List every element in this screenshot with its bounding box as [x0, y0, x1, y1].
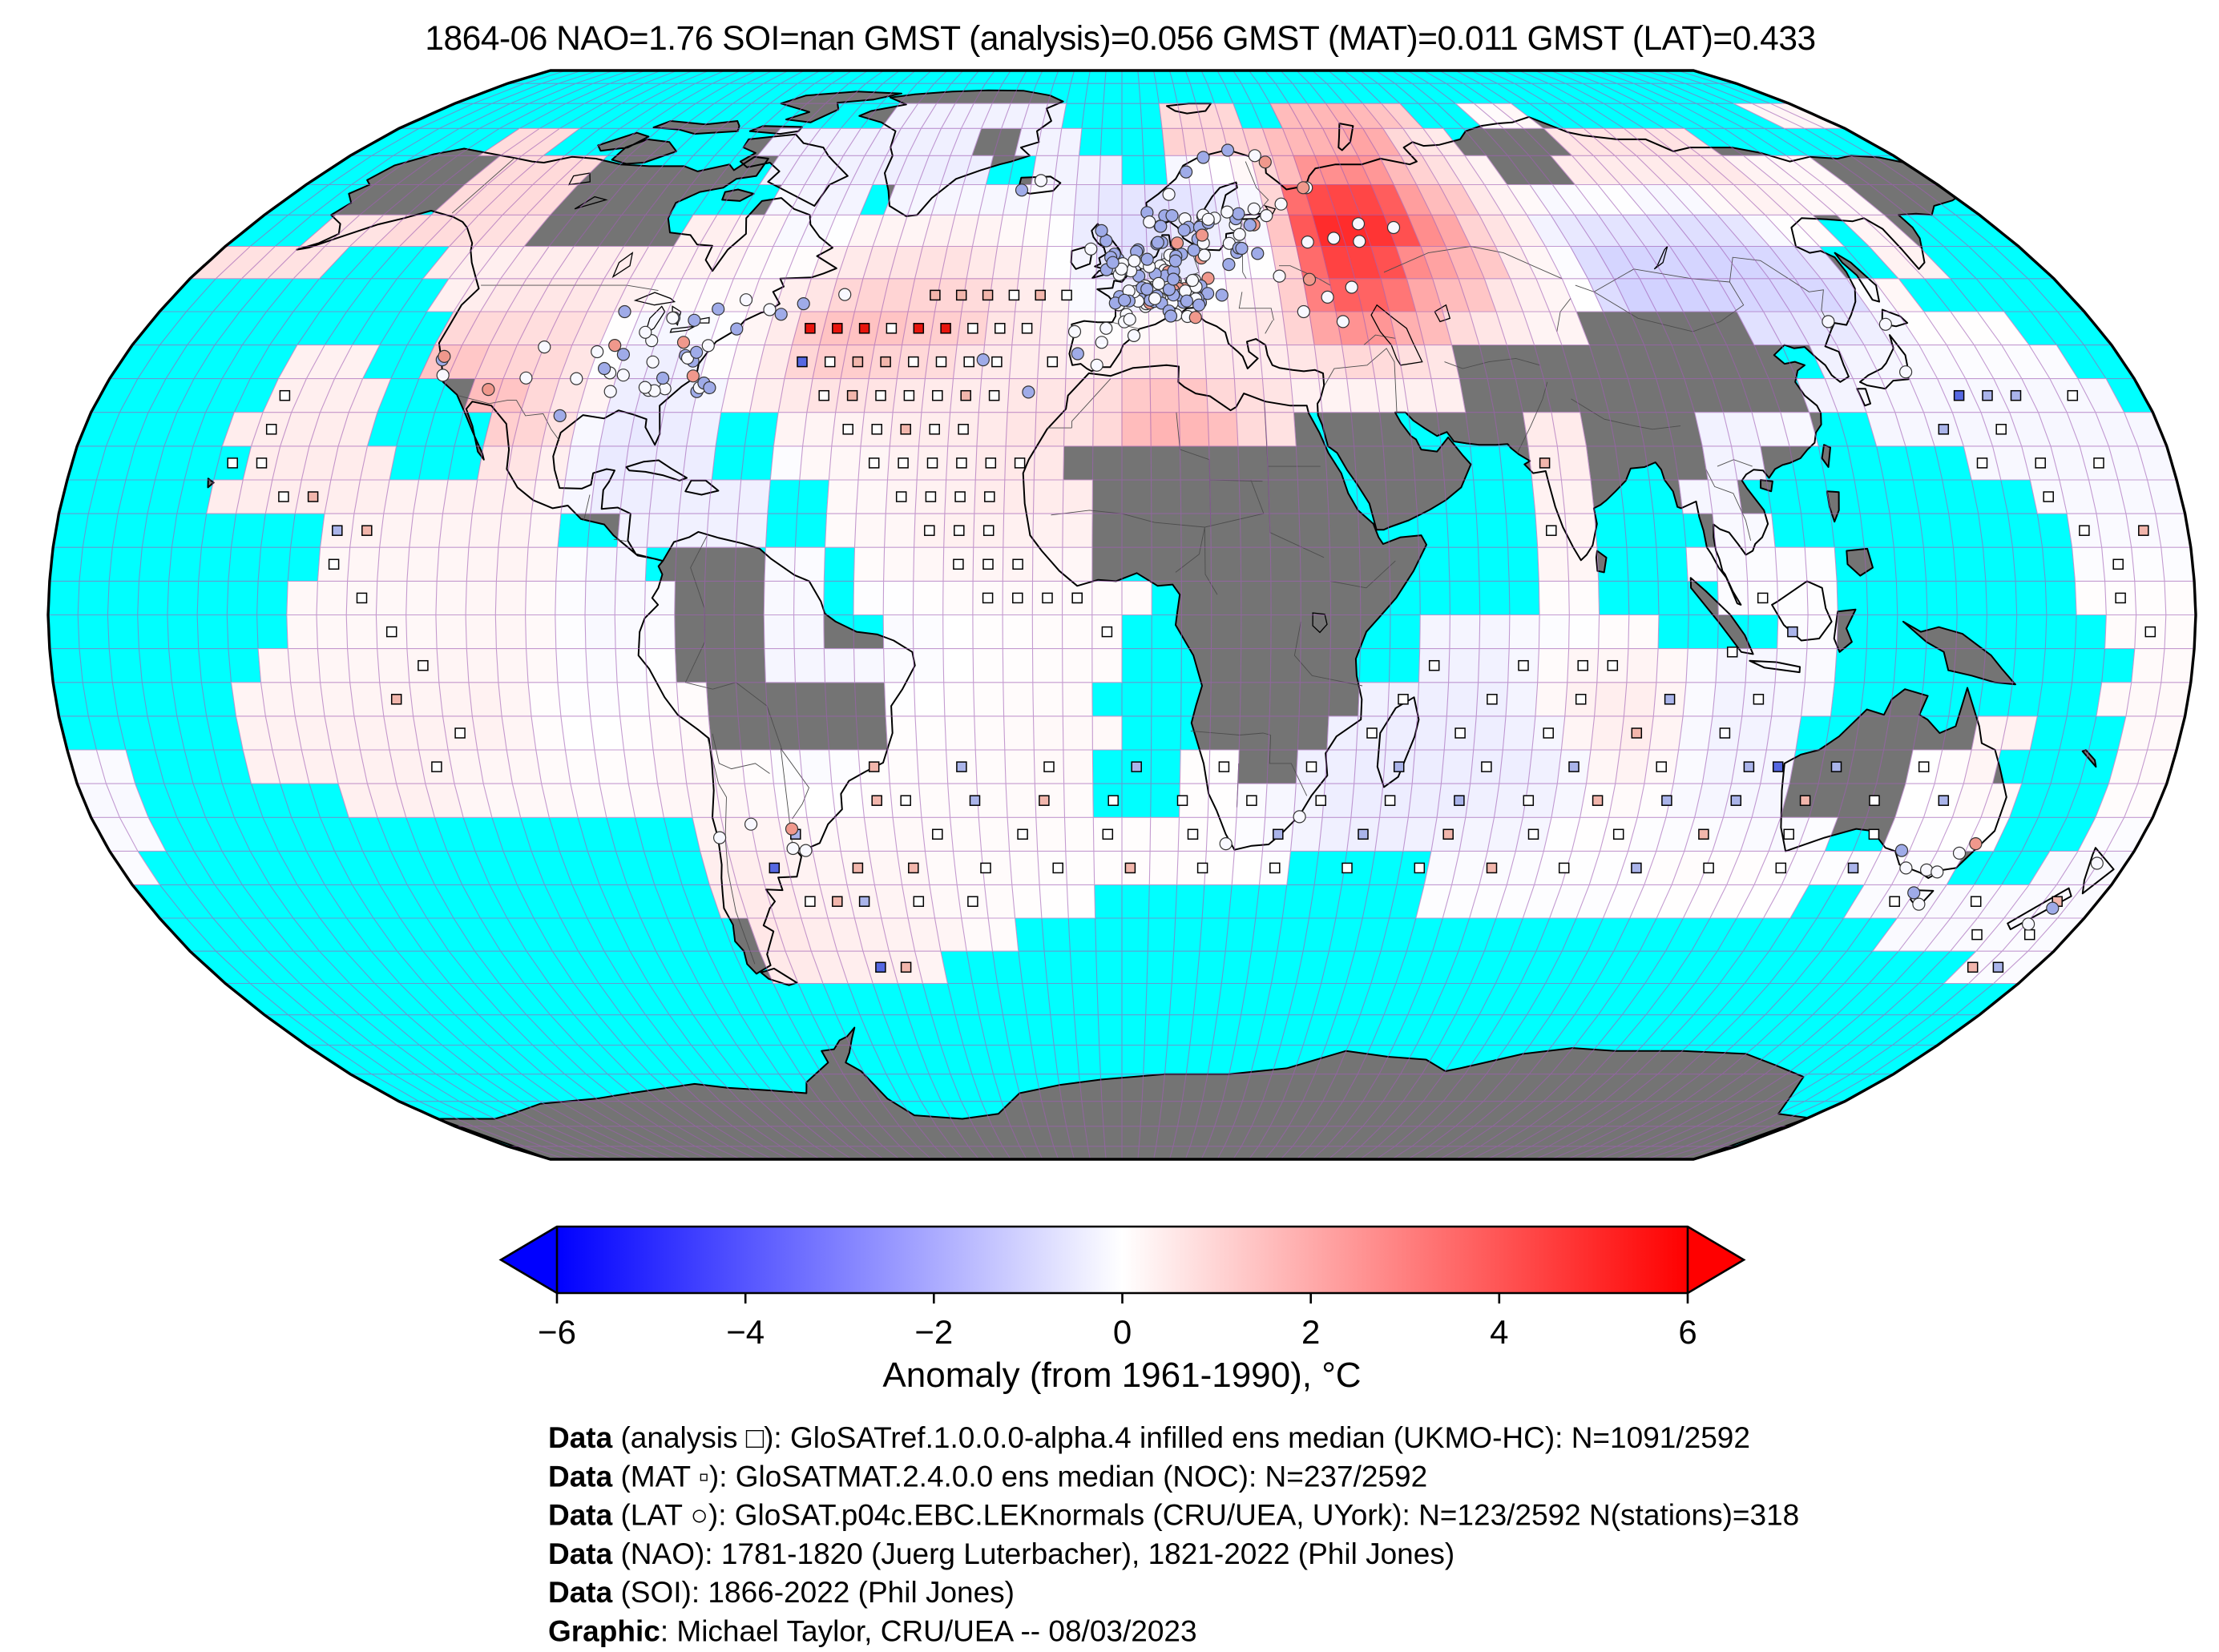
svg-text:1864-06 NAO=1.76 SOI=nan GMST: 1864-06 NAO=1.76 SOI=nan GMST (analysis)…: [425, 20, 1815, 58]
svg-text:Data (MAT ▫): GloSATMAT.2.4.0.: Data (MAT ▫): GloSATMAT.2.4.0.0 ens medi…: [548, 1460, 1427, 1493]
svg-text:2: 2: [1301, 1313, 1320, 1351]
svg-text:Data (NAO): 1781-1820 (Juerg L: Data (NAO): 1781-1820 (Juerg Luterbacher…: [548, 1537, 1454, 1570]
svg-text:Anomaly (from 1961-1990), °C: Anomaly (from 1961-1990), °C: [882, 1356, 1361, 1395]
svg-text:−4: −4: [726, 1313, 765, 1351]
svg-text:Graphic: Michael Taylor, CRU/U: Graphic: Michael Taylor, CRU/UEA -- 08/0…: [548, 1615, 1197, 1648]
svg-text:−2: −2: [914, 1313, 953, 1351]
svg-text:Data (analysis □): GloSATref.1: Data (analysis □): GloSATref.1.0.0.0-alp…: [548, 1421, 1750, 1454]
svg-text:6: 6: [1678, 1313, 1697, 1351]
svg-text:0: 0: [1113, 1313, 1132, 1351]
svg-text:−6: −6: [538, 1313, 576, 1351]
svg-text:Data (LAT ○): GloSAT.p04c.EBC.: Data (LAT ○): GloSAT.p04c.EBC.LEKnormals…: [548, 1499, 1799, 1532]
svg-text:Data (SOI): 1866-2022 (Phil Jo: Data (SOI): 1866-2022 (Phil Jones): [548, 1576, 1015, 1609]
svg-text:4: 4: [1490, 1313, 1508, 1351]
